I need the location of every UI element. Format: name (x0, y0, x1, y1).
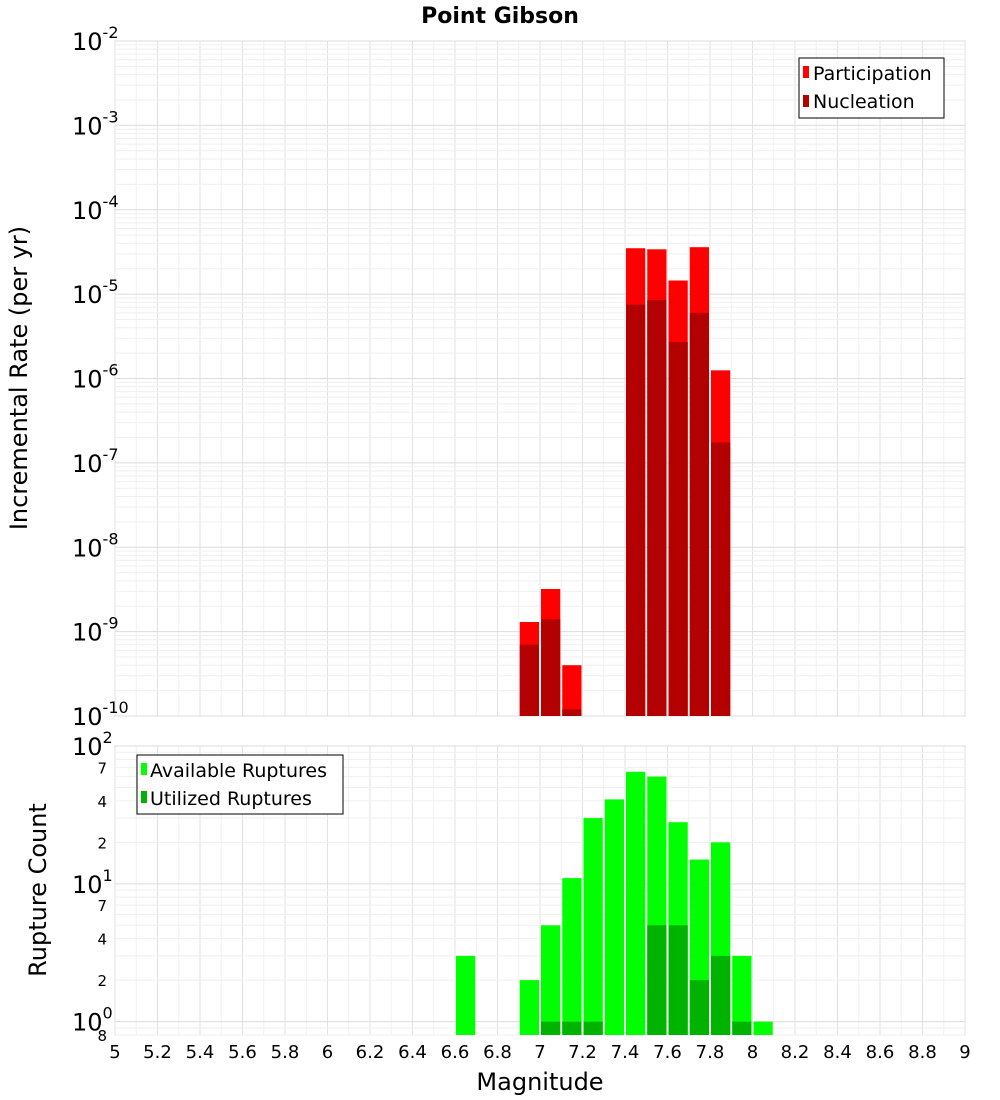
utilized-ruptures-bar (689, 980, 709, 1035)
x-tick-label: 8.2 (781, 1042, 810, 1063)
x-tick-label: 7.2 (568, 1042, 597, 1063)
x-tick-label: 7.4 (611, 1042, 640, 1063)
x-tick-label: 6 (322, 1042, 333, 1063)
rate-grid (114, 40, 966, 717)
rate-y-axis-title: Incremental Rate (per yr) (5, 226, 33, 530)
utilized-ruptures-bar (668, 925, 688, 1035)
x-tick-label: 5.2 (143, 1042, 172, 1063)
utilized-ruptures-bar (732, 1021, 752, 1035)
count-y-minor-tick-label: 2 (97, 972, 107, 990)
rate-y-tick-label: 10-8 (72, 529, 119, 562)
x-axis-title: Magnitude (476, 1068, 603, 1096)
utilized-ruptures-bar (541, 1021, 561, 1035)
count-legend: Available Ruptures Utilized Ruptures (136, 754, 344, 815)
nucleation-bar (519, 644, 539, 716)
count-y-tick-label: 102 (72, 728, 113, 761)
utilized-ruptures-bar (647, 925, 667, 1035)
x-tick-label: 7.8 (696, 1042, 725, 1063)
nucleation-bar (647, 300, 667, 716)
count-y-minor-tick-label: 7 (97, 897, 107, 915)
x-tick-label: 8.6 (866, 1042, 895, 1063)
participation-bar (562, 665, 582, 716)
nucleation-legend-label: Nucleation (813, 91, 915, 113)
x-ticks: 5 5.2 5.4 5.6 5.8 6 6.2 6.4 6.6 6.8 7 7.2 7.4 7.6 7.8 8… (109, 1042, 970, 1063)
nucleation-legend-swatch (803, 95, 809, 107)
available-ruptures-bar (519, 980, 539, 1035)
x-tick-label: 6.4 (398, 1042, 427, 1063)
count-y-minor-tick-label: 4 (97, 793, 107, 811)
nucleation-bar (562, 709, 582, 716)
available-ruptures-bar (604, 799, 624, 1035)
nucleation-bar (711, 442, 731, 716)
available-ruptures-bar (753, 1021, 773, 1035)
x-tick-label: 9 (959, 1042, 970, 1063)
utilized-legend-swatch (141, 791, 147, 803)
x-tick-label: 7.6 (653, 1042, 682, 1063)
x-tick-label: 5.4 (186, 1042, 215, 1063)
x-tick-label: 5.8 (271, 1042, 300, 1063)
count-bars (456, 771, 773, 1035)
available-legend-label: Available Ruptures (150, 760, 327, 782)
available-ruptures-bar (456, 955, 476, 1035)
x-tick-label: 5.6 (228, 1042, 257, 1063)
rate-y-tick-label: 10-10 (72, 698, 129, 731)
x-tick-label: 6.8 (483, 1042, 512, 1063)
rate-y-tick-label: 10-4 (72, 192, 119, 225)
count-y-minor-tick-label: 7 (97, 759, 107, 777)
available-ruptures-bar (626, 771, 646, 1035)
rate-y-tick-label: 10-5 (72, 276, 119, 309)
count-y-minor-tick-label: 8 (97, 1027, 107, 1045)
utilized-ruptures-bar (711, 955, 731, 1035)
count-y-minor-tick-label: 2 (97, 834, 107, 852)
rate-legend: Participation Nucleation (798, 57, 945, 119)
x-tick-label: 5 (109, 1042, 120, 1063)
rate-y-ticks: 10-10 10-9 10-8 10-7 10-6 10-5 10-4 10-3 10-2 (72, 23, 129, 731)
nucleation-bar (689, 312, 709, 716)
x-tick-label: 7 (534, 1042, 545, 1063)
rate-y-tick-label: 10-7 (72, 445, 119, 478)
utilized-ruptures-bar (562, 1021, 582, 1035)
count-y-tick-label: 101 (72, 866, 113, 899)
count-y-minor-tick-label: 4 (97, 931, 107, 949)
rate-y-tick-label: 10-9 (72, 614, 119, 647)
count-legend-box (136, 754, 344, 815)
rate-bars (519, 247, 731, 717)
available-legend-swatch (141, 763, 147, 775)
rate-y-tick-label: 10-3 (72, 107, 119, 140)
available-ruptures-bar (562, 878, 582, 1035)
available-ruptures-bar (732, 955, 752, 1035)
rate-y-tick-label: 10-2 (72, 23, 119, 56)
count-y-axis-title: Rupture Count (24, 803, 52, 977)
x-tick-label: 8 (747, 1042, 758, 1063)
rate-legend-box (798, 57, 945, 119)
nucleation-bar (668, 342, 688, 716)
utilized-legend-label: Utilized Ruptures (150, 788, 312, 810)
x-tick-label: 6.6 (441, 1042, 470, 1063)
nucleation-bar (541, 619, 561, 716)
utilized-ruptures-bar (583, 1021, 603, 1035)
chart-title: Point Gibson (421, 4, 579, 29)
nucleation-bar (626, 304, 646, 716)
rate-panel: 10-10 10-9 10-8 10-7 10-6 10-5 10-4 10-3 10-2 In… (5, 23, 966, 731)
available-ruptures-bar (583, 818, 603, 1035)
x-tick-label: 6.2 (356, 1042, 385, 1063)
participation-legend-swatch (803, 66, 809, 78)
available-ruptures-bar (541, 925, 561, 1035)
rate-y-tick-label: 10-6 (72, 361, 119, 394)
x-tick-label: 8.4 (823, 1042, 852, 1063)
participation-legend-label: Participation (813, 63, 932, 85)
x-tick-label: 8.8 (908, 1042, 937, 1063)
